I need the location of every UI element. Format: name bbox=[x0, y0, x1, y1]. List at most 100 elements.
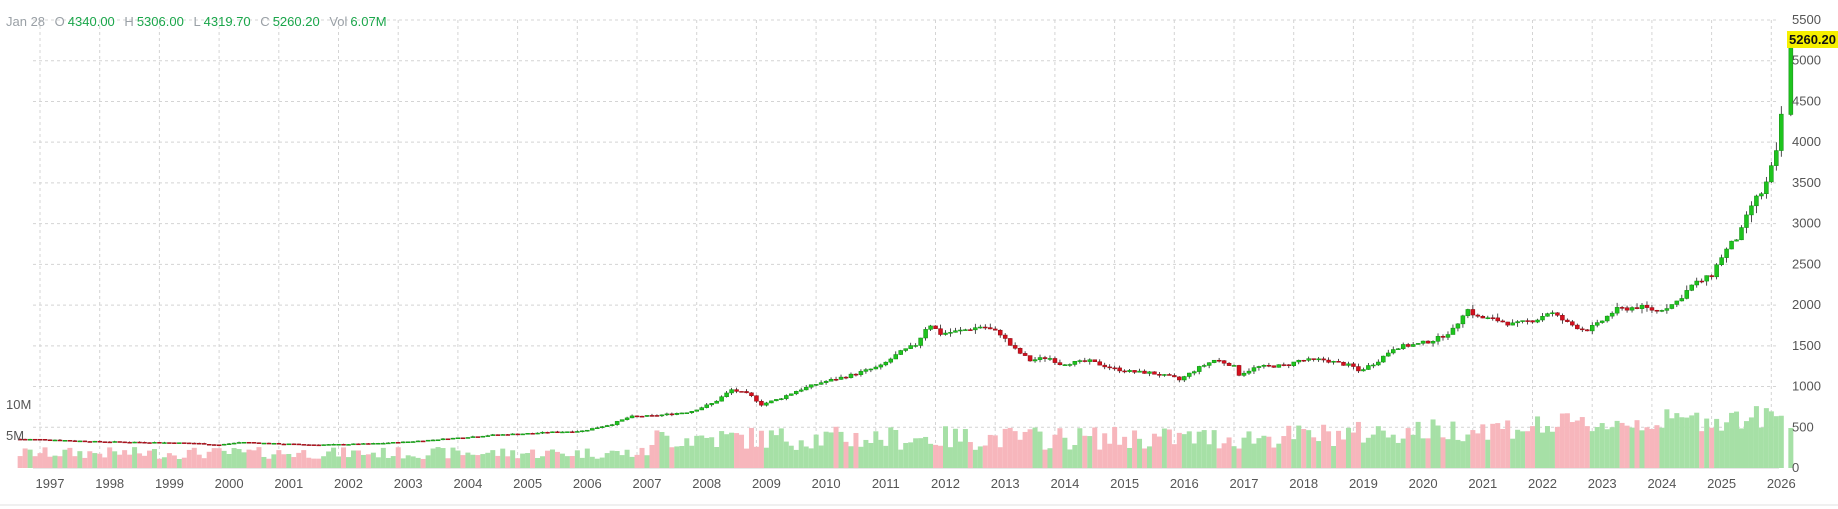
volume-bar bbox=[684, 438, 690, 468]
candle-body bbox=[465, 437, 471, 439]
volume-bar bbox=[251, 450, 257, 468]
candle-body bbox=[455, 437, 461, 440]
candle-body bbox=[664, 413, 670, 416]
volume-value: 6.07M bbox=[350, 14, 387, 29]
candle-body bbox=[381, 442, 386, 445]
volume-bar bbox=[748, 427, 754, 468]
volume-bar bbox=[1196, 431, 1202, 468]
volume-bar bbox=[1395, 442, 1401, 468]
candle-body bbox=[1709, 275, 1714, 278]
candle-body bbox=[142, 441, 147, 444]
candle-body bbox=[495, 434, 500, 436]
candle-body bbox=[1609, 312, 1615, 317]
volume-bar bbox=[47, 456, 53, 468]
volume-bar bbox=[1475, 433, 1481, 468]
volume-bar bbox=[1341, 439, 1346, 468]
volume-bar bbox=[107, 447, 113, 468]
volume-bar bbox=[1455, 439, 1461, 468]
x-tick-label: 1999 bbox=[155, 476, 184, 491]
volume-bar bbox=[206, 451, 212, 468]
candle-body bbox=[1162, 374, 1167, 376]
volume-bar bbox=[1485, 439, 1491, 468]
candle-body bbox=[858, 371, 864, 375]
candle-body bbox=[1102, 364, 1107, 368]
volume-bar bbox=[1748, 417, 1754, 468]
candle-body bbox=[1381, 355, 1386, 363]
volume-bar bbox=[395, 447, 401, 468]
candle-body bbox=[1450, 327, 1456, 335]
candle-body bbox=[341, 443, 346, 446]
candle-body bbox=[1565, 319, 1570, 322]
candle-body bbox=[719, 396, 724, 402]
volume-bar bbox=[1500, 428, 1506, 468]
y-tick-label: 500 bbox=[1792, 419, 1814, 434]
volume-bar bbox=[1007, 427, 1013, 468]
volume-bar bbox=[719, 431, 725, 468]
volume-bar bbox=[1117, 444, 1123, 468]
candle-body bbox=[1520, 320, 1525, 322]
volume-bar bbox=[306, 457, 312, 468]
volume-bar bbox=[1301, 429, 1307, 468]
high-label: H bbox=[124, 14, 134, 29]
candle-body bbox=[1082, 360, 1088, 362]
volume-bar bbox=[1077, 428, 1083, 468]
candle-body bbox=[724, 392, 729, 398]
candle-body bbox=[764, 402, 769, 406]
candle-body bbox=[729, 389, 734, 394]
volume-bar bbox=[1331, 446, 1337, 468]
volume-bar bbox=[1440, 437, 1446, 468]
volume-bar bbox=[893, 430, 899, 468]
candle-body bbox=[983, 326, 988, 329]
candle-body bbox=[1192, 371, 1197, 374]
candle-body bbox=[1012, 345, 1018, 349]
candle-body bbox=[1510, 322, 1515, 326]
volume-bars bbox=[17, 406, 1794, 468]
candle-body bbox=[405, 441, 411, 444]
candle-body bbox=[515, 433, 520, 436]
x-tick-label: 2022 bbox=[1528, 476, 1557, 491]
close-label: C bbox=[260, 14, 270, 29]
volume-bar bbox=[1032, 427, 1038, 468]
y-tick-label: 5500 bbox=[1792, 12, 1821, 27]
volume-bar bbox=[589, 456, 595, 468]
volume-bar bbox=[699, 435, 705, 468]
volume-bar bbox=[1067, 449, 1073, 468]
volume-bar bbox=[1002, 428, 1008, 468]
volume-bar bbox=[1271, 447, 1277, 468]
candle-body bbox=[1699, 280, 1704, 283]
candle-body bbox=[1415, 343, 1421, 345]
volume-bar bbox=[753, 446, 759, 468]
candle-body bbox=[1271, 365, 1277, 368]
y-tick-label: 2000 bbox=[1792, 297, 1821, 312]
volume-bar bbox=[1470, 430, 1476, 468]
candle-body bbox=[555, 431, 560, 434]
candle-body bbox=[624, 417, 630, 420]
candle-body bbox=[211, 444, 217, 446]
candle-body bbox=[1276, 364, 1282, 368]
volume-bar bbox=[813, 434, 819, 468]
volume-bar bbox=[490, 450, 496, 468]
volume-bar bbox=[1564, 413, 1570, 468]
candle-body bbox=[1062, 364, 1068, 366]
volume-bar bbox=[360, 454, 366, 468]
candle-body bbox=[923, 329, 928, 339]
volume-bar bbox=[1166, 429, 1172, 468]
volume-bar bbox=[599, 457, 605, 468]
candle-body bbox=[1057, 362, 1063, 365]
candle-body bbox=[366, 443, 371, 445]
candle-body bbox=[1475, 314, 1481, 317]
candle-body bbox=[649, 415, 655, 417]
candle-body bbox=[1714, 264, 1719, 278]
volume-bar bbox=[1589, 431, 1595, 468]
candle-body bbox=[918, 337, 923, 346]
candle-body bbox=[1087, 359, 1093, 362]
candle-body bbox=[759, 400, 764, 406]
y-tick-label: 1000 bbox=[1792, 379, 1821, 394]
volume-bar bbox=[1758, 427, 1764, 468]
candle-body bbox=[1460, 315, 1466, 325]
volume-bar bbox=[530, 449, 536, 468]
x-tick-label: 2023 bbox=[1588, 476, 1617, 491]
volume-bar bbox=[1360, 442, 1366, 468]
